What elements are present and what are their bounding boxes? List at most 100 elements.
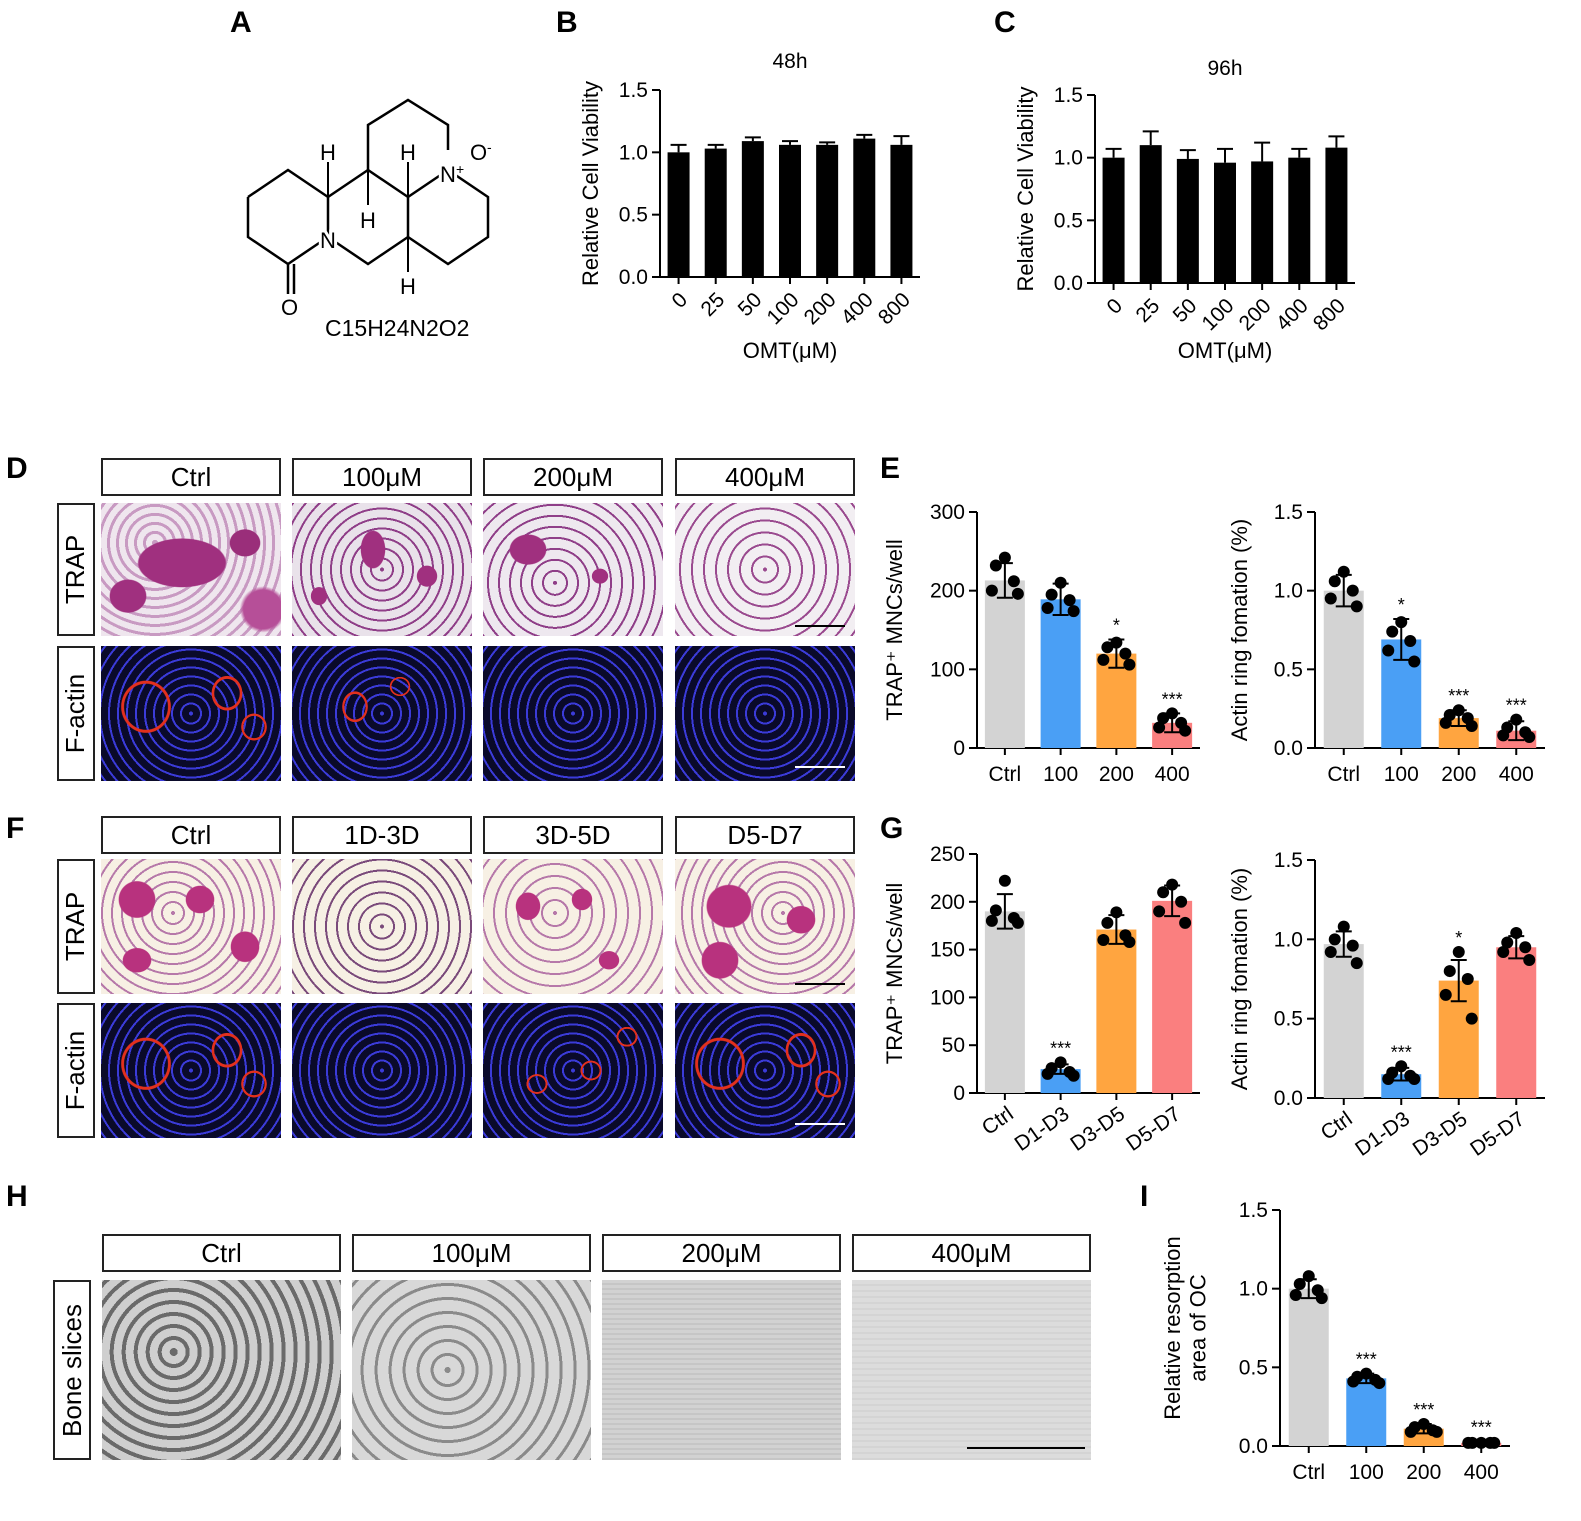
y-tick-label: 1.0 xyxy=(1274,580,1303,603)
h-row-bone-slices: Bone slices xyxy=(53,1280,91,1460)
x-tick-label: Ctrl xyxy=(1292,1461,1325,1484)
y-axis-label: Relative Cell Viability xyxy=(1013,86,1038,291)
panel-letter-h: H xyxy=(6,1180,28,1213)
data-point xyxy=(1395,1060,1408,1073)
data-point xyxy=(1465,1012,1478,1025)
data-point xyxy=(1395,616,1408,629)
f-factin-ctrl-image xyxy=(101,1003,281,1138)
x-tick-label: 200 xyxy=(1406,1461,1441,1484)
y-tick-label: 100 xyxy=(930,986,965,1009)
bar xyxy=(1102,157,1125,283)
formula-label: C15H24N2O2 xyxy=(325,315,469,341)
y-axis-label: TRAP⁺ MNCs/well xyxy=(882,539,907,721)
x-tick-label: D5-D7 xyxy=(1122,1102,1185,1156)
data-point xyxy=(1462,1436,1475,1449)
y-tick-label: 1.0 xyxy=(1239,1278,1268,1301)
atom-n2: N xyxy=(440,162,456,187)
d-factin-100-image xyxy=(292,646,472,781)
panel-letter-b: B xyxy=(556,6,578,39)
chart-e-actin-ring: 0.0 0.5 1.0 1.5 Ctrl * 100 *** 200 *** 400 Actin ri… xyxy=(1227,501,1545,786)
f-factin-3d5d-image xyxy=(483,1003,663,1138)
f-trap-3d5d-image xyxy=(483,859,663,994)
f-trap-d5d7-image xyxy=(675,859,855,994)
bar xyxy=(1251,161,1274,283)
y-tick-label: 1.5 xyxy=(619,79,648,102)
data-point xyxy=(1067,1069,1080,1082)
x-tick-label: 100 xyxy=(1349,1461,1384,1484)
data-point xyxy=(1382,644,1395,657)
x-tick-label: 200 xyxy=(1235,294,1276,335)
data-point xyxy=(1328,575,1341,588)
data-point xyxy=(1443,965,1456,978)
bar xyxy=(1096,929,1137,1093)
y-tick-label: 1.5 xyxy=(1274,849,1303,872)
data-point xyxy=(1063,594,1076,607)
x-tick-label: 200 xyxy=(800,288,841,329)
data-point xyxy=(1041,1067,1054,1080)
data-point xyxy=(989,559,1002,572)
data-point xyxy=(1324,946,1337,959)
d-row-factin: F-actin xyxy=(57,646,95,781)
data-point xyxy=(1179,724,1192,737)
data-point xyxy=(1153,905,1166,918)
chemical-structure: H H H H N N + O - O C15H24N2O2 xyxy=(246,98,492,341)
panel-letter-e: E xyxy=(880,452,901,485)
h-bone-100-image xyxy=(352,1280,591,1460)
x-tick-label: 50 xyxy=(734,288,767,321)
x-tick-label: 400 xyxy=(1155,763,1190,786)
x-tick-label: Ctrl xyxy=(1317,1107,1357,1145)
bar xyxy=(984,580,1025,748)
y-tick-label: 50 xyxy=(942,1034,965,1057)
data-point xyxy=(1346,939,1359,952)
bar xyxy=(1040,599,1081,748)
y-tick-label: 0 xyxy=(953,737,965,760)
data-point xyxy=(1119,647,1132,660)
y-tick-label: 0.0 xyxy=(1054,272,1083,295)
f-row-trap: TRAP xyxy=(57,859,95,994)
data-point xyxy=(985,914,998,927)
data-point xyxy=(1110,636,1123,649)
d-trap-100-image xyxy=(292,503,472,636)
bar xyxy=(1288,1288,1329,1446)
x-tick-label: 100 xyxy=(1384,763,1419,786)
d-trap-400-image xyxy=(675,503,855,636)
x-tick-label: 100 xyxy=(1043,763,1078,786)
data-point xyxy=(1045,588,1058,601)
panel-letter-d: D xyxy=(6,452,28,485)
y-axis-label: Relative resorptionarea of OC xyxy=(1160,1236,1210,1419)
x-axis-label: OMT(μM) xyxy=(1178,338,1273,363)
x-tick-label: 25 xyxy=(1131,294,1164,327)
data-point xyxy=(1430,1425,1443,1438)
f-col-1d3d: 1D-3D xyxy=(292,816,472,854)
panel-letter-c: C xyxy=(994,6,1016,39)
bar xyxy=(1325,147,1348,283)
y-tick-label: 1.0 xyxy=(619,141,648,164)
data-point xyxy=(1337,565,1350,578)
y-tick-label: 250 xyxy=(930,843,965,866)
data-point xyxy=(1041,601,1054,614)
data-point xyxy=(1519,941,1532,954)
y-axis-label: Relative Cell Viability xyxy=(578,81,603,286)
atom-o-charge: - xyxy=(487,139,492,155)
data-point xyxy=(1054,576,1067,589)
data-point xyxy=(1289,1288,1302,1301)
f-row-factin: F-actin xyxy=(57,1003,95,1138)
panel-letter-f: F xyxy=(6,812,25,845)
y-tick-label: 1.0 xyxy=(1054,147,1083,170)
y-tick-label: 0.5 xyxy=(1274,1008,1303,1031)
chart-title: 48h xyxy=(772,50,807,73)
x-tick-label: 200 xyxy=(1099,763,1134,786)
data-point xyxy=(1523,730,1536,743)
y-tick-label: 0.5 xyxy=(1239,1356,1268,1379)
f-factin-1d3d-image xyxy=(292,1003,472,1138)
data-point xyxy=(985,584,998,597)
significance-label: *** xyxy=(1162,689,1183,709)
x-tick-label: Ctrl xyxy=(978,1102,1018,1140)
y-tick-label: 0.0 xyxy=(619,266,648,289)
scale-bar xyxy=(795,983,845,985)
data-point xyxy=(1101,916,1114,929)
significance-label: *** xyxy=(1391,1042,1412,1062)
